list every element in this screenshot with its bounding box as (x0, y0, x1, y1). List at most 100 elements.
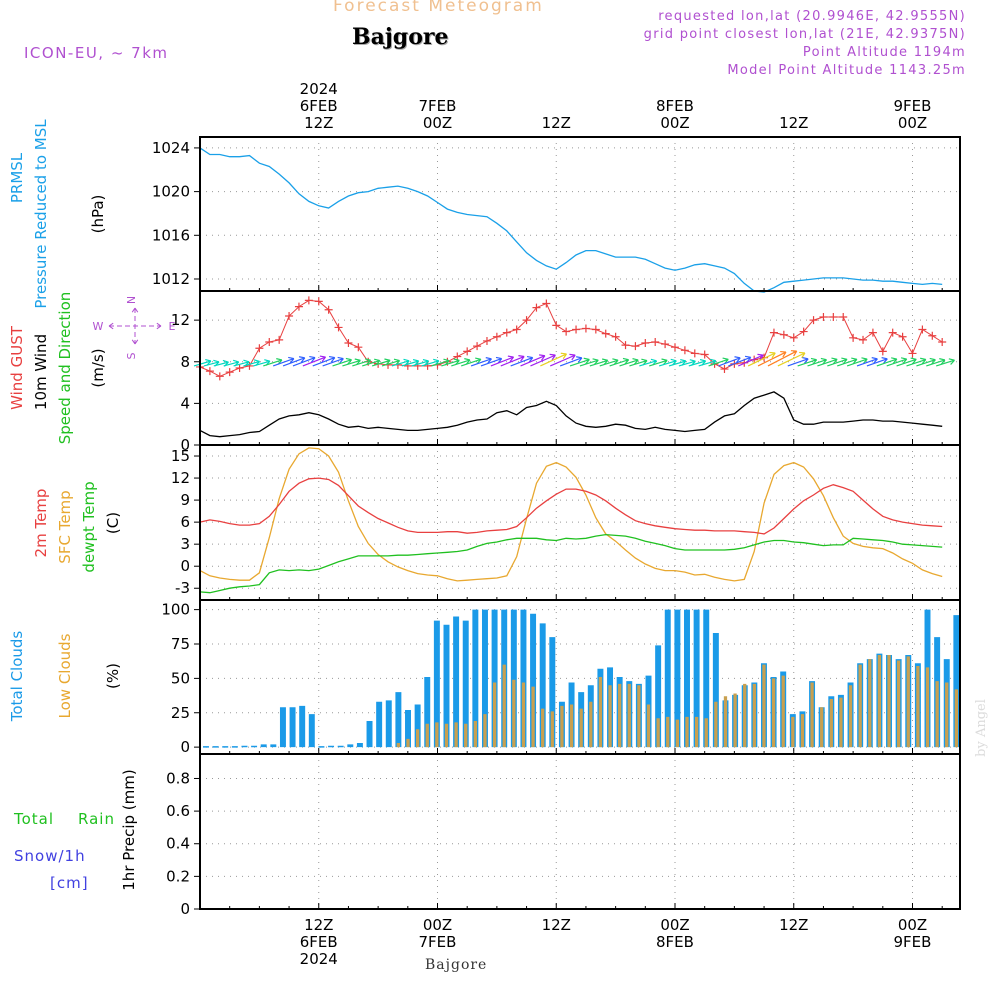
y-tick-label: 75 (171, 635, 190, 653)
point-altitude: Point Altitude 1194m (802, 45, 966, 60)
gust-marker (829, 313, 838, 322)
low-cloud-bar (810, 682, 814, 748)
low-cloud-bar (945, 682, 949, 748)
gust-marker (205, 367, 214, 376)
low-cloud-bar (762, 664, 766, 748)
low-cloud-bar (454, 722, 458, 748)
gust-marker (215, 372, 224, 381)
low-cloud-bar (560, 705, 564, 748)
gust-marker (779, 330, 788, 339)
total-cloud-bar (222, 746, 229, 748)
wind10-label: 10m Wind (32, 334, 50, 410)
total-cloud-bar (241, 745, 248, 748)
gust-marker (799, 327, 808, 336)
total-cloud-bar (424, 677, 431, 748)
total-cloud-bar (712, 633, 719, 748)
wind-arrow (728, 355, 752, 367)
y-tick-label: 9 (180, 491, 190, 509)
y-tick-label: 15 (171, 447, 190, 465)
low-cloud-bar (473, 721, 477, 748)
gust-marker (532, 303, 541, 312)
total-cloud-bar (443, 624, 450, 748)
y-tick-label: 1016 (152, 226, 190, 244)
wind-arrow (738, 353, 764, 367)
x-label-top: 12Z (542, 114, 571, 132)
total-cloud-bar (549, 637, 556, 748)
wind-arrow (827, 357, 848, 367)
low-cloud-bar (752, 683, 756, 748)
low-cloud-bar (435, 722, 439, 748)
gust-marker (482, 336, 491, 345)
low-cloud-bar (925, 667, 930, 748)
gust-marker (403, 361, 412, 370)
gust-marker (473, 342, 482, 351)
gust-marker (898, 332, 907, 341)
dewpoint-line (199, 533, 943, 594)
total-cloud-bar (655, 645, 662, 748)
y-tick-label: 12 (171, 469, 190, 487)
total-cloud-bar (347, 744, 354, 748)
low-cloud-bar (781, 675, 785, 748)
watermark: by Angel (974, 699, 989, 757)
low-cloud-bar (771, 678, 776, 748)
total-cloud-bar (328, 745, 335, 748)
x-label-top: 8FEB (656, 97, 694, 115)
total-cloud-bar (530, 613, 537, 748)
gust-marker (601, 329, 610, 338)
low-cloud-bar (743, 683, 747, 748)
y-tick-label: 8 (180, 353, 190, 371)
y-tick-label: 0.4 (166, 835, 190, 853)
compass-e: E (169, 320, 176, 333)
total-cloud-bar (491, 609, 498, 748)
low-cloud-bar (541, 708, 545, 748)
total-cloud-bar (472, 609, 479, 748)
precip-rain-label: Rain (78, 810, 115, 828)
y-tick-label: 0 (180, 557, 190, 575)
gust-marker (275, 335, 284, 344)
low-cloud-bar (483, 714, 487, 748)
total-cloud-bar (510, 609, 517, 748)
gust-marker (413, 361, 422, 370)
gust-marker (690, 349, 699, 358)
gust-marker (354, 343, 363, 352)
total-cloud-bar (684, 609, 690, 748)
gust-marker (908, 349, 917, 358)
y-tick-label: 0 (180, 436, 190, 454)
y-tick-label: 1012 (152, 270, 190, 288)
gust-marker (581, 324, 590, 333)
low-cloud-bar (579, 708, 583, 748)
low-cloud-bar (608, 685, 612, 748)
total-clouds-label: Total Clouds (8, 631, 26, 723)
total-cloud-bar (231, 746, 238, 748)
wind-arrow (530, 353, 556, 367)
x-label-bottom: 00Z (660, 916, 689, 934)
gust-marker (769, 328, 778, 337)
y-tick-label: 25 (171, 704, 190, 722)
wind-arrow (876, 357, 898, 367)
gust-marker (423, 361, 432, 370)
x-label-bottom: 6FEB (300, 933, 338, 951)
total-cloud-bar (703, 609, 710, 748)
low-cloud-bar (829, 699, 833, 748)
gust-marker (611, 332, 620, 341)
model-point-altitude: Model Point Altitude 1143.25m (727, 63, 966, 78)
gust-marker (868, 328, 877, 337)
gust-marker (680, 346, 689, 355)
wind-arrow (332, 357, 353, 367)
low-cloud-bar (704, 718, 708, 748)
wind-speed-label: Speed and Direction (56, 292, 74, 445)
wind-arrow (272, 356, 295, 367)
total-cloud-bar (395, 692, 402, 748)
y-tick-label: 50 (171, 669, 190, 687)
gust-marker (453, 352, 462, 361)
total-cloud-bar (453, 616, 460, 748)
low-cloud-bar (694, 716, 699, 748)
gust-marker (888, 328, 897, 337)
wind-arrow (866, 357, 888, 367)
gust-label: Wind GUST (8, 325, 26, 410)
wind10-line (199, 391, 943, 438)
wind-arrow (569, 357, 590, 367)
gust-marker (324, 305, 333, 314)
gust-marker (562, 327, 571, 336)
wind-arrow (282, 356, 306, 367)
